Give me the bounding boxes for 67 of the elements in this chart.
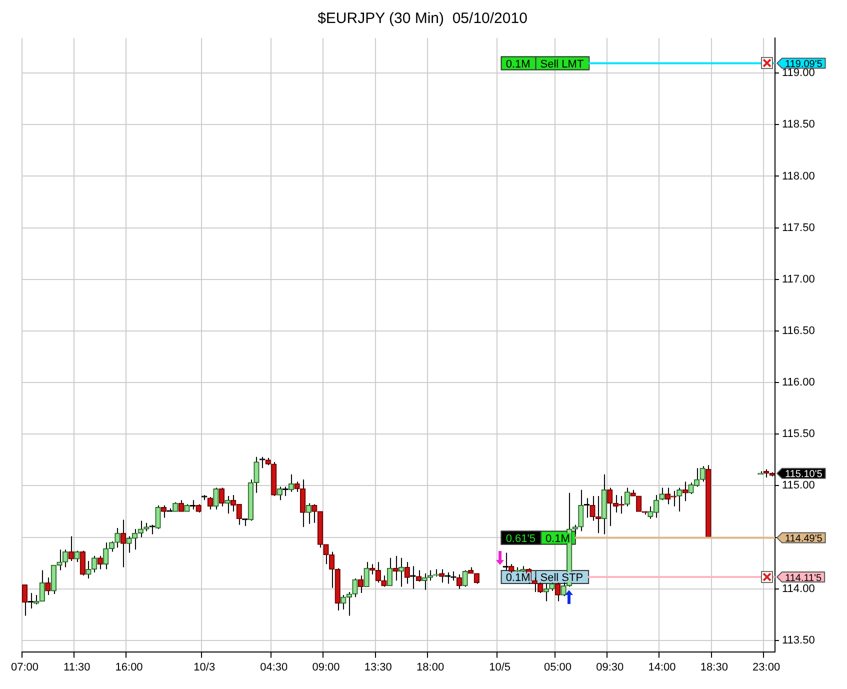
candlestick — [450, 570, 456, 582]
x-tick-label: 23:00 — [752, 661, 780, 674]
candlestick — [306, 502, 312, 524]
x-tick-label: 16:00 — [115, 661, 143, 674]
candlestick — [149, 524, 156, 535]
x-tick-label: 10/5 — [489, 661, 511, 674]
candlestick — [218, 487, 225, 507]
candlestick — [120, 519, 126, 568]
candlestick — [676, 487, 682, 512]
chart-title: $EURJPY (30 Min) 05/10/2010 — [318, 10, 528, 28]
y-tick-label: 119.00 — [782, 67, 815, 80]
candlestick — [207, 496, 213, 510]
candlestick — [636, 496, 642, 512]
y-tick-label: 115.00 — [782, 480, 815, 492]
x-tick-label: 13:30 — [364, 661, 392, 674]
candlestick — [74, 550, 80, 563]
candlestick — [554, 582, 561, 602]
y-tick-label: 116.50 — [782, 325, 815, 338]
candlestick — [386, 557, 393, 586]
ref-line-label: 114.49'5 — [785, 534, 823, 545]
candlestick — [456, 574, 462, 590]
candlestick — [444, 572, 451, 584]
candlestick — [364, 562, 370, 588]
text: 115.10'5 — [785, 469, 823, 480]
candlestick — [682, 481, 688, 502]
x-tick-label: 18:30 — [700, 661, 728, 674]
x-tick-label: 11:30 — [64, 661, 90, 674]
candlestick — [312, 504, 318, 524]
y-tick-label: 113.50 — [782, 634, 815, 646]
x-tick-label: 09:30 — [596, 661, 624, 674]
annotation: 0.61'5 — [506, 532, 536, 545]
x-tick-label: 09:00 — [312, 661, 340, 674]
x-tick-label: 10/3 — [194, 661, 216, 674]
x-tick-label: 07:00 — [11, 661, 39, 674]
candlestick — [624, 487, 630, 507]
candlestick — [97, 555, 103, 570]
y-tick-label: 117.50 — [782, 222, 815, 234]
candlestick — [45, 577, 51, 596]
candlestick — [659, 487, 665, 501]
candlestick — [462, 570, 468, 588]
candlestick — [62, 549, 68, 568]
candlestick — [572, 524, 578, 535]
x-tick-label: 14:00 — [648, 661, 676, 674]
annotation: Sell LMT — [540, 58, 584, 70]
ref-line-label: 114.11'5 — [785, 572, 822, 584]
x-tick-label: 04:30 — [260, 661, 288, 674]
annotation: 0.1M — [506, 58, 530, 70]
x-tick-label: 05:00 — [544, 661, 572, 674]
candlestick — [114, 528, 120, 548]
candlestick — [68, 536, 74, 562]
candlestick — [410, 566, 416, 590]
y-tick-label: 118.50 — [782, 118, 815, 131]
candlestick — [416, 570, 422, 582]
y-tick-label: 118.00 — [782, 170, 815, 182]
y-tick-label: 116.00 — [782, 376, 815, 389]
x-tick-label: 18:00 — [416, 661, 444, 674]
y-tick-label: 117.00 — [782, 273, 815, 286]
candlestick — [700, 466, 706, 482]
candlestick — [358, 574, 364, 594]
candlestick — [392, 555, 398, 582]
candlestick — [213, 487, 219, 510]
y-tick-label: 115.50 — [782, 428, 815, 440]
y-tick-label: 114.00 — [782, 582, 815, 595]
candlestick — [224, 496, 230, 514]
candlestick — [352, 578, 358, 598]
candlestick — [259, 456, 266, 469]
candlestick — [80, 550, 86, 576]
